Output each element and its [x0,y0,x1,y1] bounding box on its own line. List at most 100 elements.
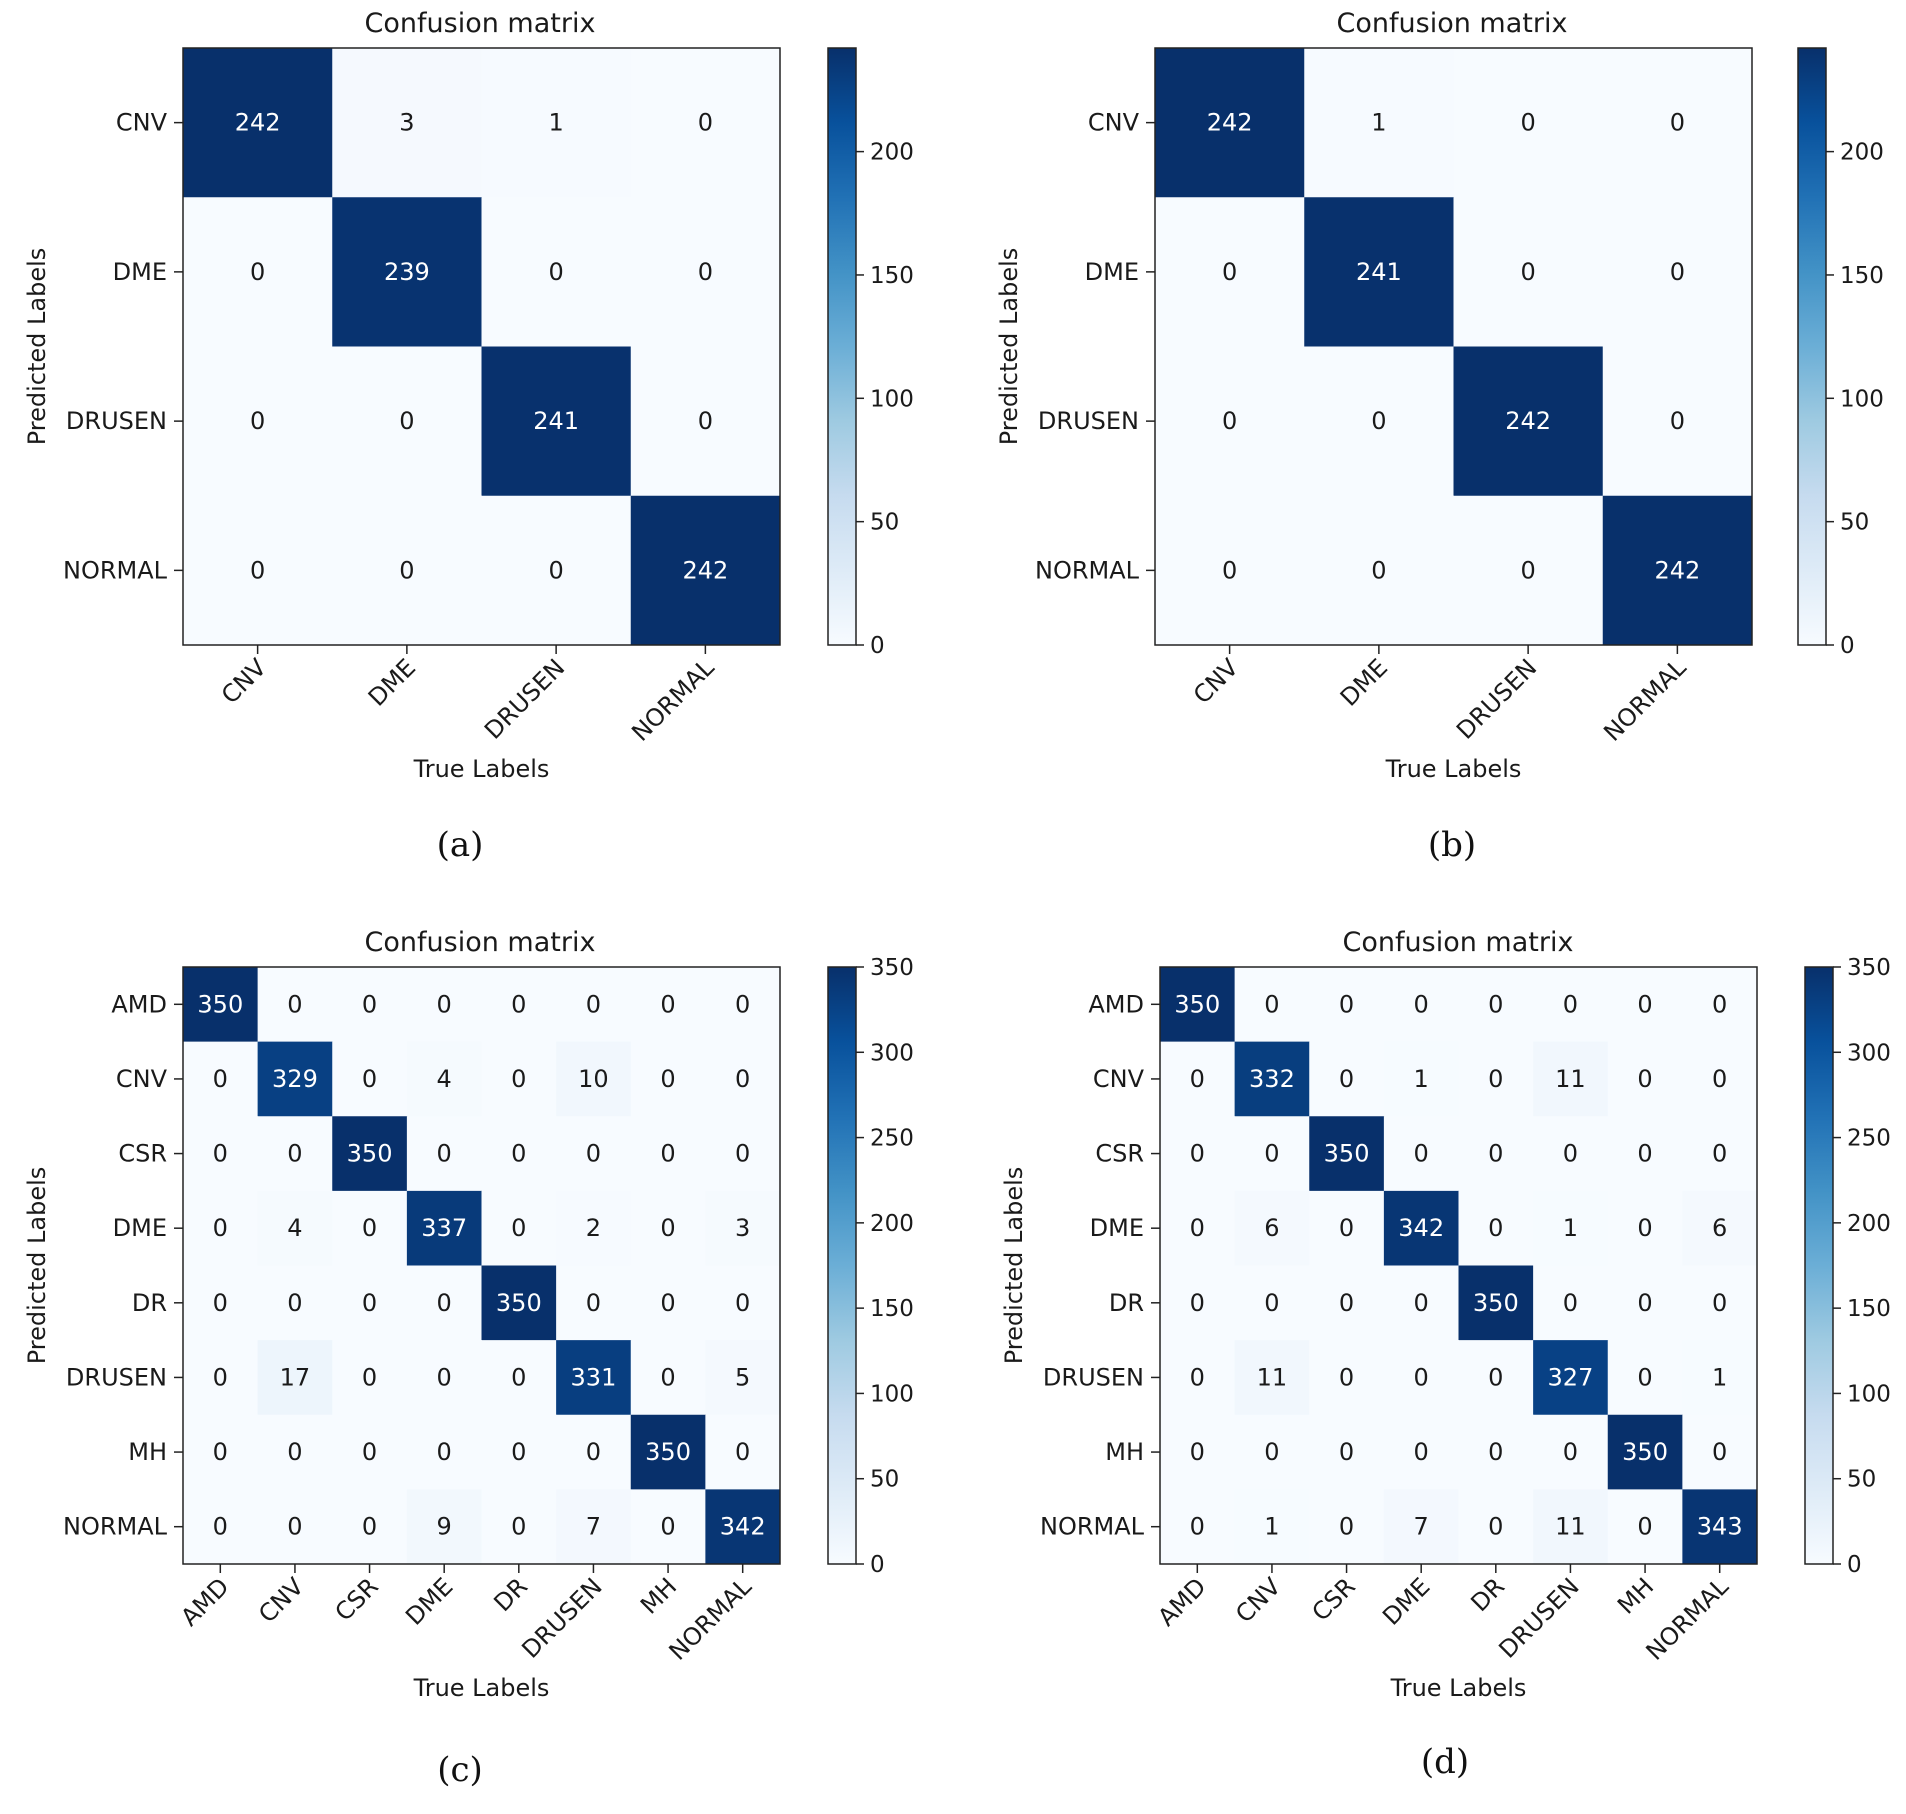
cell-value: 0 [250,258,265,286]
cell-value: 9 [437,1513,452,1541]
heatmap-cell [406,967,482,1043]
cell-value: 0 [1190,1289,1205,1317]
cell-value: 0 [660,1065,675,1093]
heatmap-cell [1533,1116,1609,1192]
heatmap-cell [406,1489,482,1565]
heatmap-cell [630,1041,706,1117]
cell-value: 10 [578,1065,609,1093]
cell-value: 0 [660,990,675,1018]
heatmap-cell [705,1190,781,1266]
y-tick-label: DME [1085,258,1139,286]
cell-value: 0 [586,1140,601,1168]
cell-value: 0 [213,1363,228,1391]
colorbar-tick-label: 50 [1840,510,1869,536]
cell-value: 0 [511,1065,526,1093]
heatmap-cell [1234,1414,1310,1490]
chart-title: Confusion matrix [1343,927,1574,958]
heatmap-cell [1607,1340,1683,1416]
cell-value: 0 [698,109,713,137]
heatmap-cell [183,1041,259,1117]
heatmap-cell [705,1414,781,1490]
cell-value: 0 [437,990,452,1018]
heatmap-cell [1234,1340,1310,1416]
heatmap-cell [481,495,632,646]
x-tick-label: DRUSEN [479,653,570,744]
x-tick-label: DRUSEN [516,1572,607,1663]
heatmap-cell [1533,1414,1609,1490]
heatmap-cell [1234,1190,1310,1266]
cell-value: 0 [1339,1214,1354,1242]
colorbar-tick-label: 0 [870,1552,885,1578]
cell-value: 0 [660,1363,675,1391]
cell-value: 350 [645,1438,691,1466]
heatmap-cell [1383,967,1459,1043]
matrix-frame [182,966,781,1565]
heatmap-cell [556,1190,632,1266]
cell-value: 0 [1637,1289,1652,1317]
cell-value: 242 [1207,109,1253,137]
heatmap-cell [705,1340,781,1416]
heatmap-cell [1602,48,1753,198]
y-tick-label: DRUSEN [1038,407,1139,435]
x-axis-label: True Labels [413,1674,550,1702]
heatmap-cell [1383,1190,1459,1266]
heatmap-cell [1160,967,1236,1043]
heatmap-cell [183,495,333,646]
cell-value: 0 [1264,1438,1279,1466]
y-tick-label: MH [128,1438,167,1466]
cell-value: 0 [1637,990,1652,1018]
colorbar-tick-label: 350 [870,955,914,981]
colorbar-tick-label: 200 [870,1211,914,1237]
heatmap-cell [1309,1116,1385,1192]
heatmap-cell [1607,1041,1683,1117]
cell-value: 0 [1563,1140,1578,1168]
cell-value: 242 [1505,407,1551,435]
y-tick-label: DME [113,1214,167,1242]
heatmap-cell [406,1116,482,1192]
heatmap-cell [1458,1340,1534,1416]
heatmap-cell [1453,197,1604,347]
cell-value: 0 [362,1289,377,1317]
cell-value: 0 [1488,1214,1503,1242]
cell-value: 0 [1339,990,1354,1018]
heatmap-cell [332,1041,408,1117]
heatmap-cell [1533,1190,1609,1266]
heatmap-cell [556,1265,632,1341]
y-axis-label: Predicted Labels [23,248,51,446]
cell-value: 0 [1222,407,1237,435]
heatmap-cell [1160,1041,1236,1117]
cell-value: 4 [437,1065,452,1093]
cell-value: 0 [1339,1513,1354,1541]
heatmap-cell [406,1414,482,1490]
colorbar [827,966,857,1565]
cell-value: 0 [511,1140,526,1168]
cell-value: 0 [735,1289,750,1317]
cell-value: 0 [1414,990,1429,1018]
heatmap-cell [257,1489,333,1565]
cell-value: 11 [1555,1513,1586,1541]
x-tick-label: NORMAL [1598,653,1692,747]
heatmap-cell [1458,1116,1534,1192]
heatmap-cell [481,1116,557,1192]
heatmap-cell [1682,1340,1758,1416]
cell-value: 0 [1339,1289,1354,1317]
colorbar-tick-label: 50 [870,510,899,536]
cell-value: 0 [511,1363,526,1391]
heatmap-cell [481,1041,557,1117]
heatmap-cell [1304,197,1454,347]
heatmap-cell [332,197,482,347]
cell-value: 0 [1563,1289,1578,1317]
heatmap-cell [481,48,632,198]
x-tick-label: CNV [216,653,272,709]
heatmap-cell [630,1340,706,1416]
heatmap-cell [1383,1414,1459,1490]
cell-value: 0 [362,1065,377,1093]
cell-value: 0 [1670,109,1685,137]
cell-value: 0 [511,1513,526,1541]
x-tick-label: DME [1335,653,1393,711]
chart-title: Confusion matrix [365,927,596,958]
heatmap-cell [705,1489,781,1565]
cell-value: 0 [735,1065,750,1093]
heatmap-cell [1607,967,1683,1043]
cell-value: 0 [1563,990,1578,1018]
